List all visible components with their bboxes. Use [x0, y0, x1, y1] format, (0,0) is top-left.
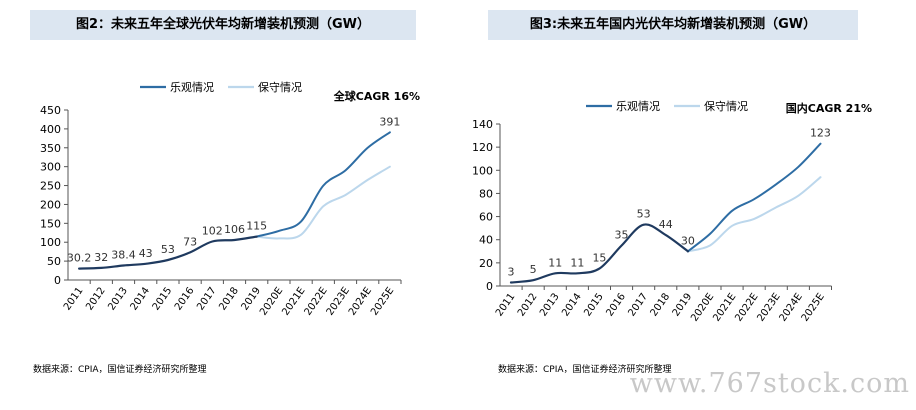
data-label: 53 [637, 208, 651, 221]
data-label: 3 [508, 266, 515, 279]
series-line-historical [78, 235, 258, 270]
x-tick-label: 2025E [369, 285, 396, 317]
y-tick-label: 150 [40, 217, 61, 230]
data-label: 38.4 [111, 248, 136, 261]
data-label: 123 [810, 127, 831, 140]
x-tick-label: 2014 [560, 291, 584, 318]
data-label: 43 [139, 247, 153, 260]
x-tick-label: 2025E [800, 291, 827, 323]
data-label: 53 [161, 243, 175, 256]
x-tick-label: 2018 [649, 291, 673, 318]
data-label: 11 [548, 256, 562, 269]
series-line-conservative [255, 165, 391, 240]
legend-label-conservative: 保守情况 [704, 99, 748, 113]
x-tick-label: 2012 [516, 291, 540, 318]
data-label: 44 [659, 218, 673, 231]
series-line-optimistic [686, 142, 822, 253]
y-tick-label: 120 [472, 141, 493, 154]
data-label: 32 [94, 251, 108, 264]
data-label: 73 [183, 235, 197, 248]
x-tick-label: 2011 [62, 285, 86, 312]
x-tick-label: 2015 [151, 285, 175, 312]
y-tick-label: 300 [40, 161, 61, 174]
y-tick-label: 0 [54, 274, 61, 287]
y-tick-label: 250 [40, 180, 61, 193]
y-tick-label: 0 [486, 280, 493, 293]
data-label: 5 [530, 263, 537, 276]
series-line-historical [509, 223, 689, 284]
y-tick-label: 140 [472, 118, 493, 131]
domestic-install-chart: 0204060801001201402011201220132014201520… [472, 99, 872, 324]
y-tick-label: 100 [472, 164, 493, 177]
y-tick-label: 450 [40, 104, 61, 117]
x-tick-label: 2011 [494, 291, 518, 318]
x-tick-label: 2015 [582, 291, 606, 318]
x-tick-label: 2017 [626, 291, 650, 318]
right-chart-title: 图3:未来五年国内光伏年均新增装机预测（GW） [488, 10, 858, 40]
data-label: 35 [615, 229, 629, 242]
y-tick-label: 40 [479, 234, 493, 247]
x-tick-label: 2013 [538, 291, 562, 318]
y-tick-label: 200 [40, 198, 61, 211]
data-label: 115 [246, 220, 267, 233]
data-label: 11 [570, 256, 584, 269]
y-tick-label: 100 [40, 236, 61, 249]
x-tick-label: 2016 [604, 291, 628, 318]
data-label: 102 [202, 224, 223, 237]
x-tick-label: 2013 [106, 285, 130, 312]
y-tick-label: 400 [40, 123, 61, 136]
series-line-optimistic [255, 131, 391, 238]
data-label: 391 [379, 115, 400, 128]
legend-label-conservative: 保守情况 [258, 80, 302, 94]
x-tick-label: 2016 [173, 285, 197, 312]
y-tick-label: 80 [479, 187, 493, 200]
y-tick-label: 350 [40, 142, 61, 155]
left-data-source: 数据来源：CPIA，国信证券经济研究所整理 [33, 365, 207, 375]
y-tick-label: 60 [479, 211, 493, 224]
site-watermark: www.767stock.com [629, 368, 910, 399]
cagr-annotation: 全球CAGR 16% [333, 89, 420, 103]
legend-label-optimistic: 乐观情况 [170, 81, 214, 94]
cagr-annotation: 国内CAGR 21% [786, 101, 872, 115]
data-label: 30 [681, 234, 695, 247]
x-tick-label: 2014 [129, 285, 153, 312]
legend-label-optimistic: 乐观情况 [616, 100, 660, 113]
x-tick-label: 2018 [217, 285, 241, 312]
y-tick-label: 50 [47, 255, 61, 268]
data-label: 15 [592, 252, 606, 265]
left-chart-title: 图2：未来五年全球光伏年均新增装机预测（GW） [30, 10, 416, 40]
x-tick-label: 2012 [84, 285, 108, 312]
series-line-conservative [686, 176, 822, 253]
data-label: 30.2 [67, 252, 92, 265]
x-tick-label: 2017 [195, 285, 219, 312]
global-install-chart: 0501001502002503003504004502011201220132… [40, 80, 420, 318]
y-tick-label: 20 [479, 257, 493, 270]
right-data-source: 数据来源：CPIA，国信证券经济研究所整理 [498, 365, 672, 375]
data-label: 106 [224, 223, 245, 236]
